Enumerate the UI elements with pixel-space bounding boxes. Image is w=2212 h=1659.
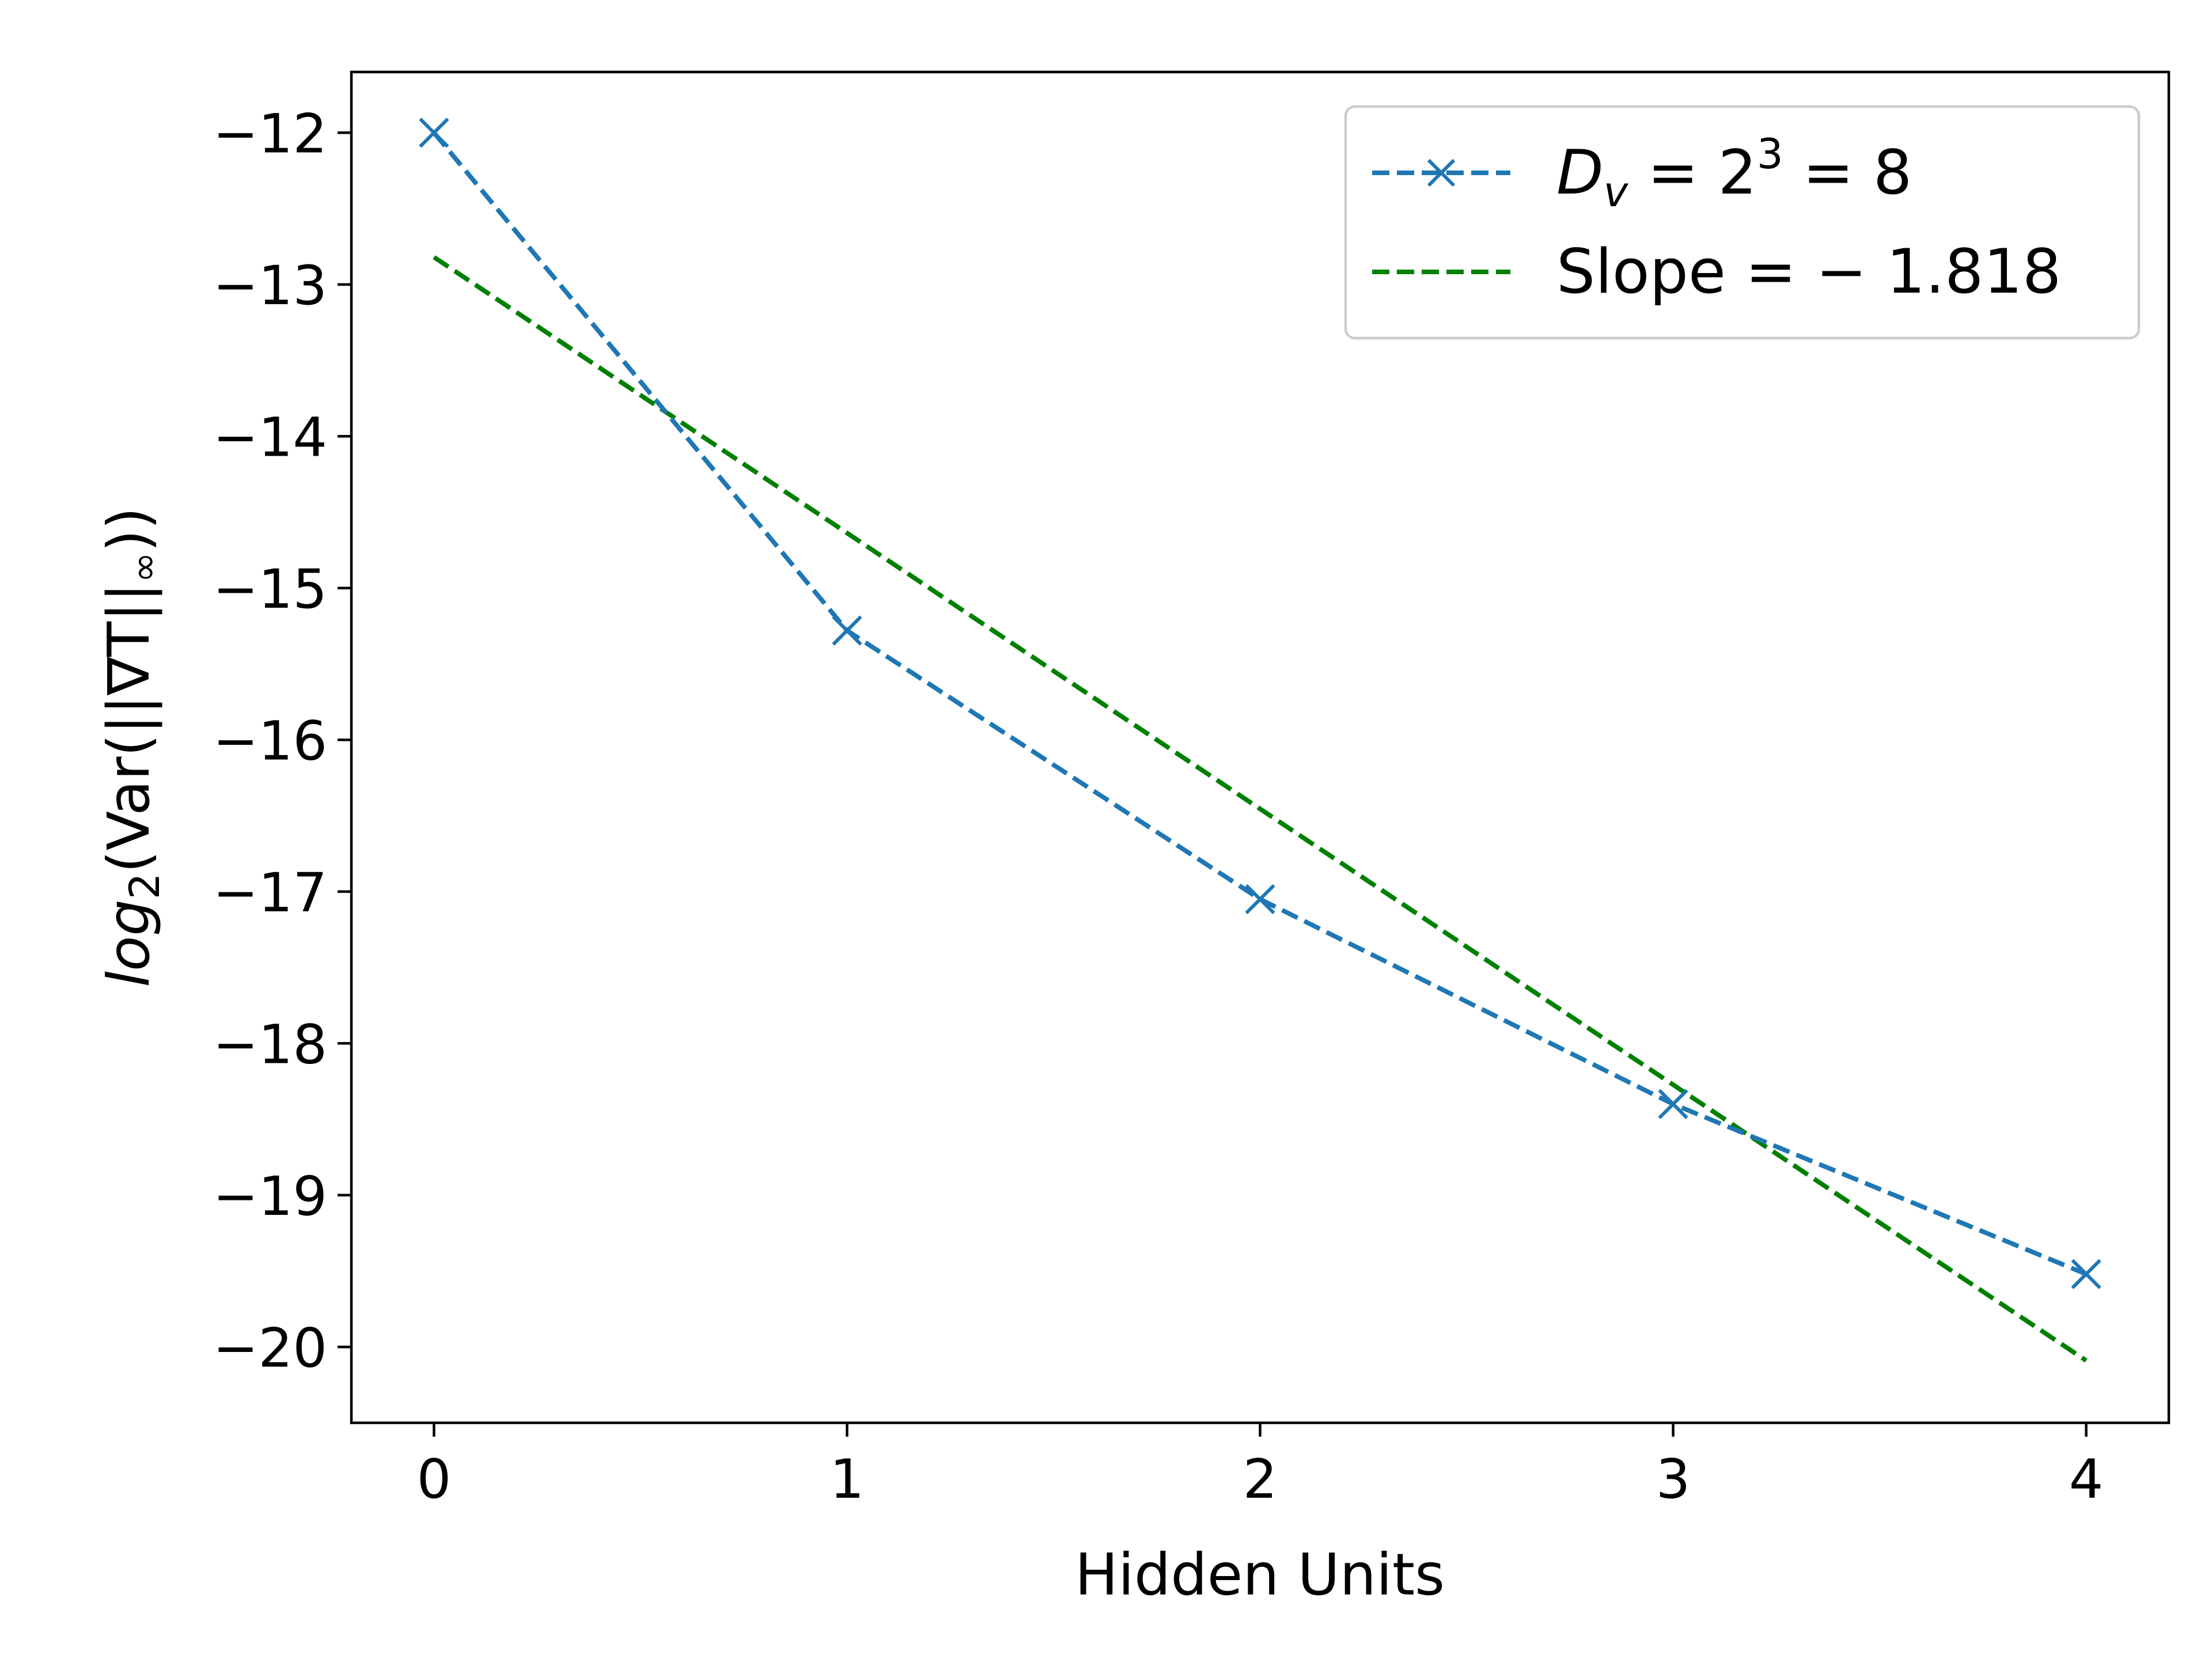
y-tick-label: −13 xyxy=(213,255,327,317)
data-point-marker xyxy=(1245,884,1275,915)
data-point-marker xyxy=(419,118,449,148)
x-tick-label: 0 xyxy=(417,1448,452,1511)
y-tick-label: −18 xyxy=(213,1013,327,1076)
y-axis-label: log2(Var(||∇T||∞)) xyxy=(95,507,169,987)
y-tick-label: −12 xyxy=(213,103,327,165)
legend-marker-series-1 xyxy=(1427,158,1456,187)
x-tick-label: 1 xyxy=(830,1448,865,1511)
plot-marks xyxy=(419,118,2101,1363)
x-axis-ticks: 0 1 2 3 4 xyxy=(417,1423,2104,1511)
legend-label-series-1: Dv = 23 = 8 xyxy=(1556,130,1912,216)
y-tick-label: −14 xyxy=(213,406,327,469)
x-tick-label: 3 xyxy=(1656,1448,1691,1511)
x-tick-label: 2 xyxy=(1243,1448,1278,1511)
series-line-2 xyxy=(433,255,2088,1363)
legend-label-series-2: Slope = − 1.818 xyxy=(1556,236,2061,307)
y-tick-label: −17 xyxy=(213,862,327,925)
y-tick-label: −19 xyxy=(213,1165,327,1228)
data-point-marker xyxy=(2071,1259,2101,1289)
data-point-marker xyxy=(832,615,862,646)
legend: Dv = 23 = 8 Slope = − 1.818 xyxy=(1344,105,2141,340)
y-axis-ticks: −12 −13 −14 −15 −16 −17 −18 −19 −20 xyxy=(213,103,351,1380)
y-tick-label: −15 xyxy=(213,558,327,621)
legend-frame xyxy=(1344,105,2141,340)
y-tick-label: −20 xyxy=(213,1317,327,1380)
data-point-marker xyxy=(1658,1089,1688,1119)
x-tick-label: 4 xyxy=(2069,1448,2104,1511)
y-tick-label: −16 xyxy=(213,710,327,772)
x-axis-label: Hidden Units xyxy=(1075,1541,1445,1608)
